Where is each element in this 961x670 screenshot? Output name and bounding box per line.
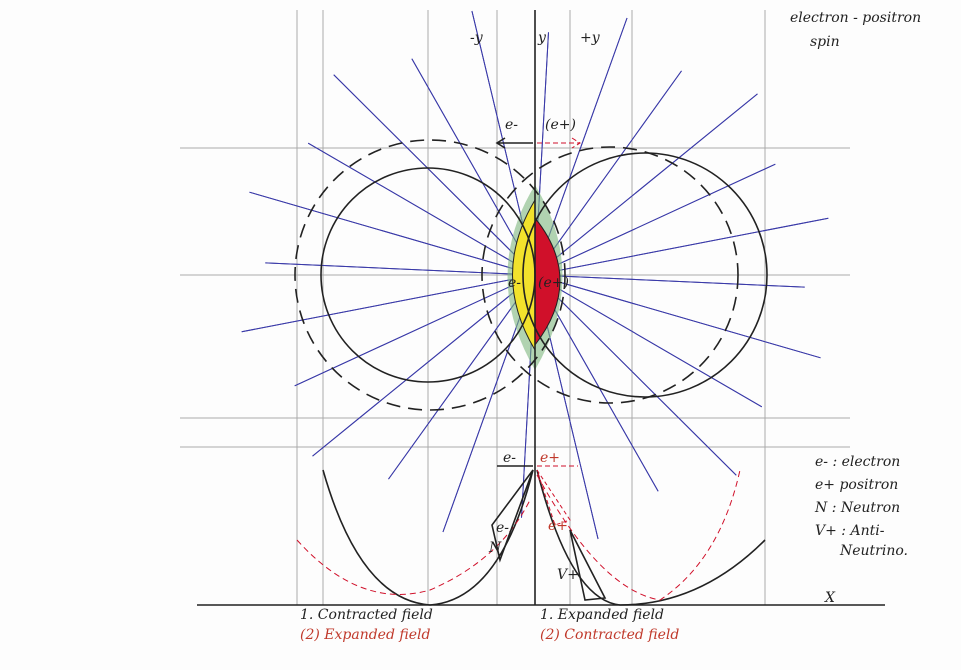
caption: (2) Expanded field bbox=[300, 627, 430, 643]
positron-decay bbox=[536, 469, 571, 526]
title: electron - positron bbox=[790, 10, 921, 26]
lens-label: e- bbox=[508, 275, 521, 291]
legend-entry: e+ positron bbox=[815, 477, 898, 493]
electron-decay bbox=[491, 469, 534, 563]
caption: (2) Contracted field bbox=[540, 627, 679, 643]
bottom-label: e+ bbox=[548, 518, 568, 534]
axis-label: -y bbox=[470, 30, 484, 46]
positron-dashed-circle bbox=[481, 146, 739, 404]
bottom-label: N bbox=[488, 540, 502, 556]
bottom-label: e- bbox=[503, 450, 516, 466]
arrow-label: (e+) bbox=[545, 117, 576, 133]
axis-label: X bbox=[824, 590, 836, 606]
axis-label: y bbox=[537, 30, 547, 46]
legend-entry: Neutrino. bbox=[839, 543, 908, 559]
positron-circle bbox=[522, 152, 768, 398]
positron-arrow bbox=[537, 137, 581, 149]
lens-label: (e+) bbox=[538, 275, 569, 291]
caption: 1. Contracted field bbox=[300, 607, 433, 623]
right-red-curve bbox=[536, 469, 741, 601]
contracted-curve bbox=[322, 469, 534, 606]
bottom-label: e+ bbox=[540, 450, 560, 466]
legend-entry: e- : electron bbox=[815, 454, 900, 470]
legend-entry: V+ : Anti- bbox=[815, 523, 885, 539]
electron-arrow bbox=[495, 137, 533, 149]
red-lens bbox=[534, 216, 561, 347]
electron-dashed-circle bbox=[294, 139, 566, 411]
bottom-label: V+ bbox=[557, 567, 579, 583]
arrow-label: e- bbox=[505, 117, 518, 133]
expanded-curve bbox=[536, 469, 766, 606]
bottom-label: e- bbox=[496, 520, 509, 536]
antineutrino-decay bbox=[569, 529, 607, 601]
caption: 1. Expanded field bbox=[540, 607, 664, 623]
left-red-curve bbox=[296, 499, 531, 595]
legend-entry: N : Neutron bbox=[814, 500, 900, 516]
axis-label: +y bbox=[580, 30, 601, 46]
title: spin bbox=[810, 34, 840, 50]
